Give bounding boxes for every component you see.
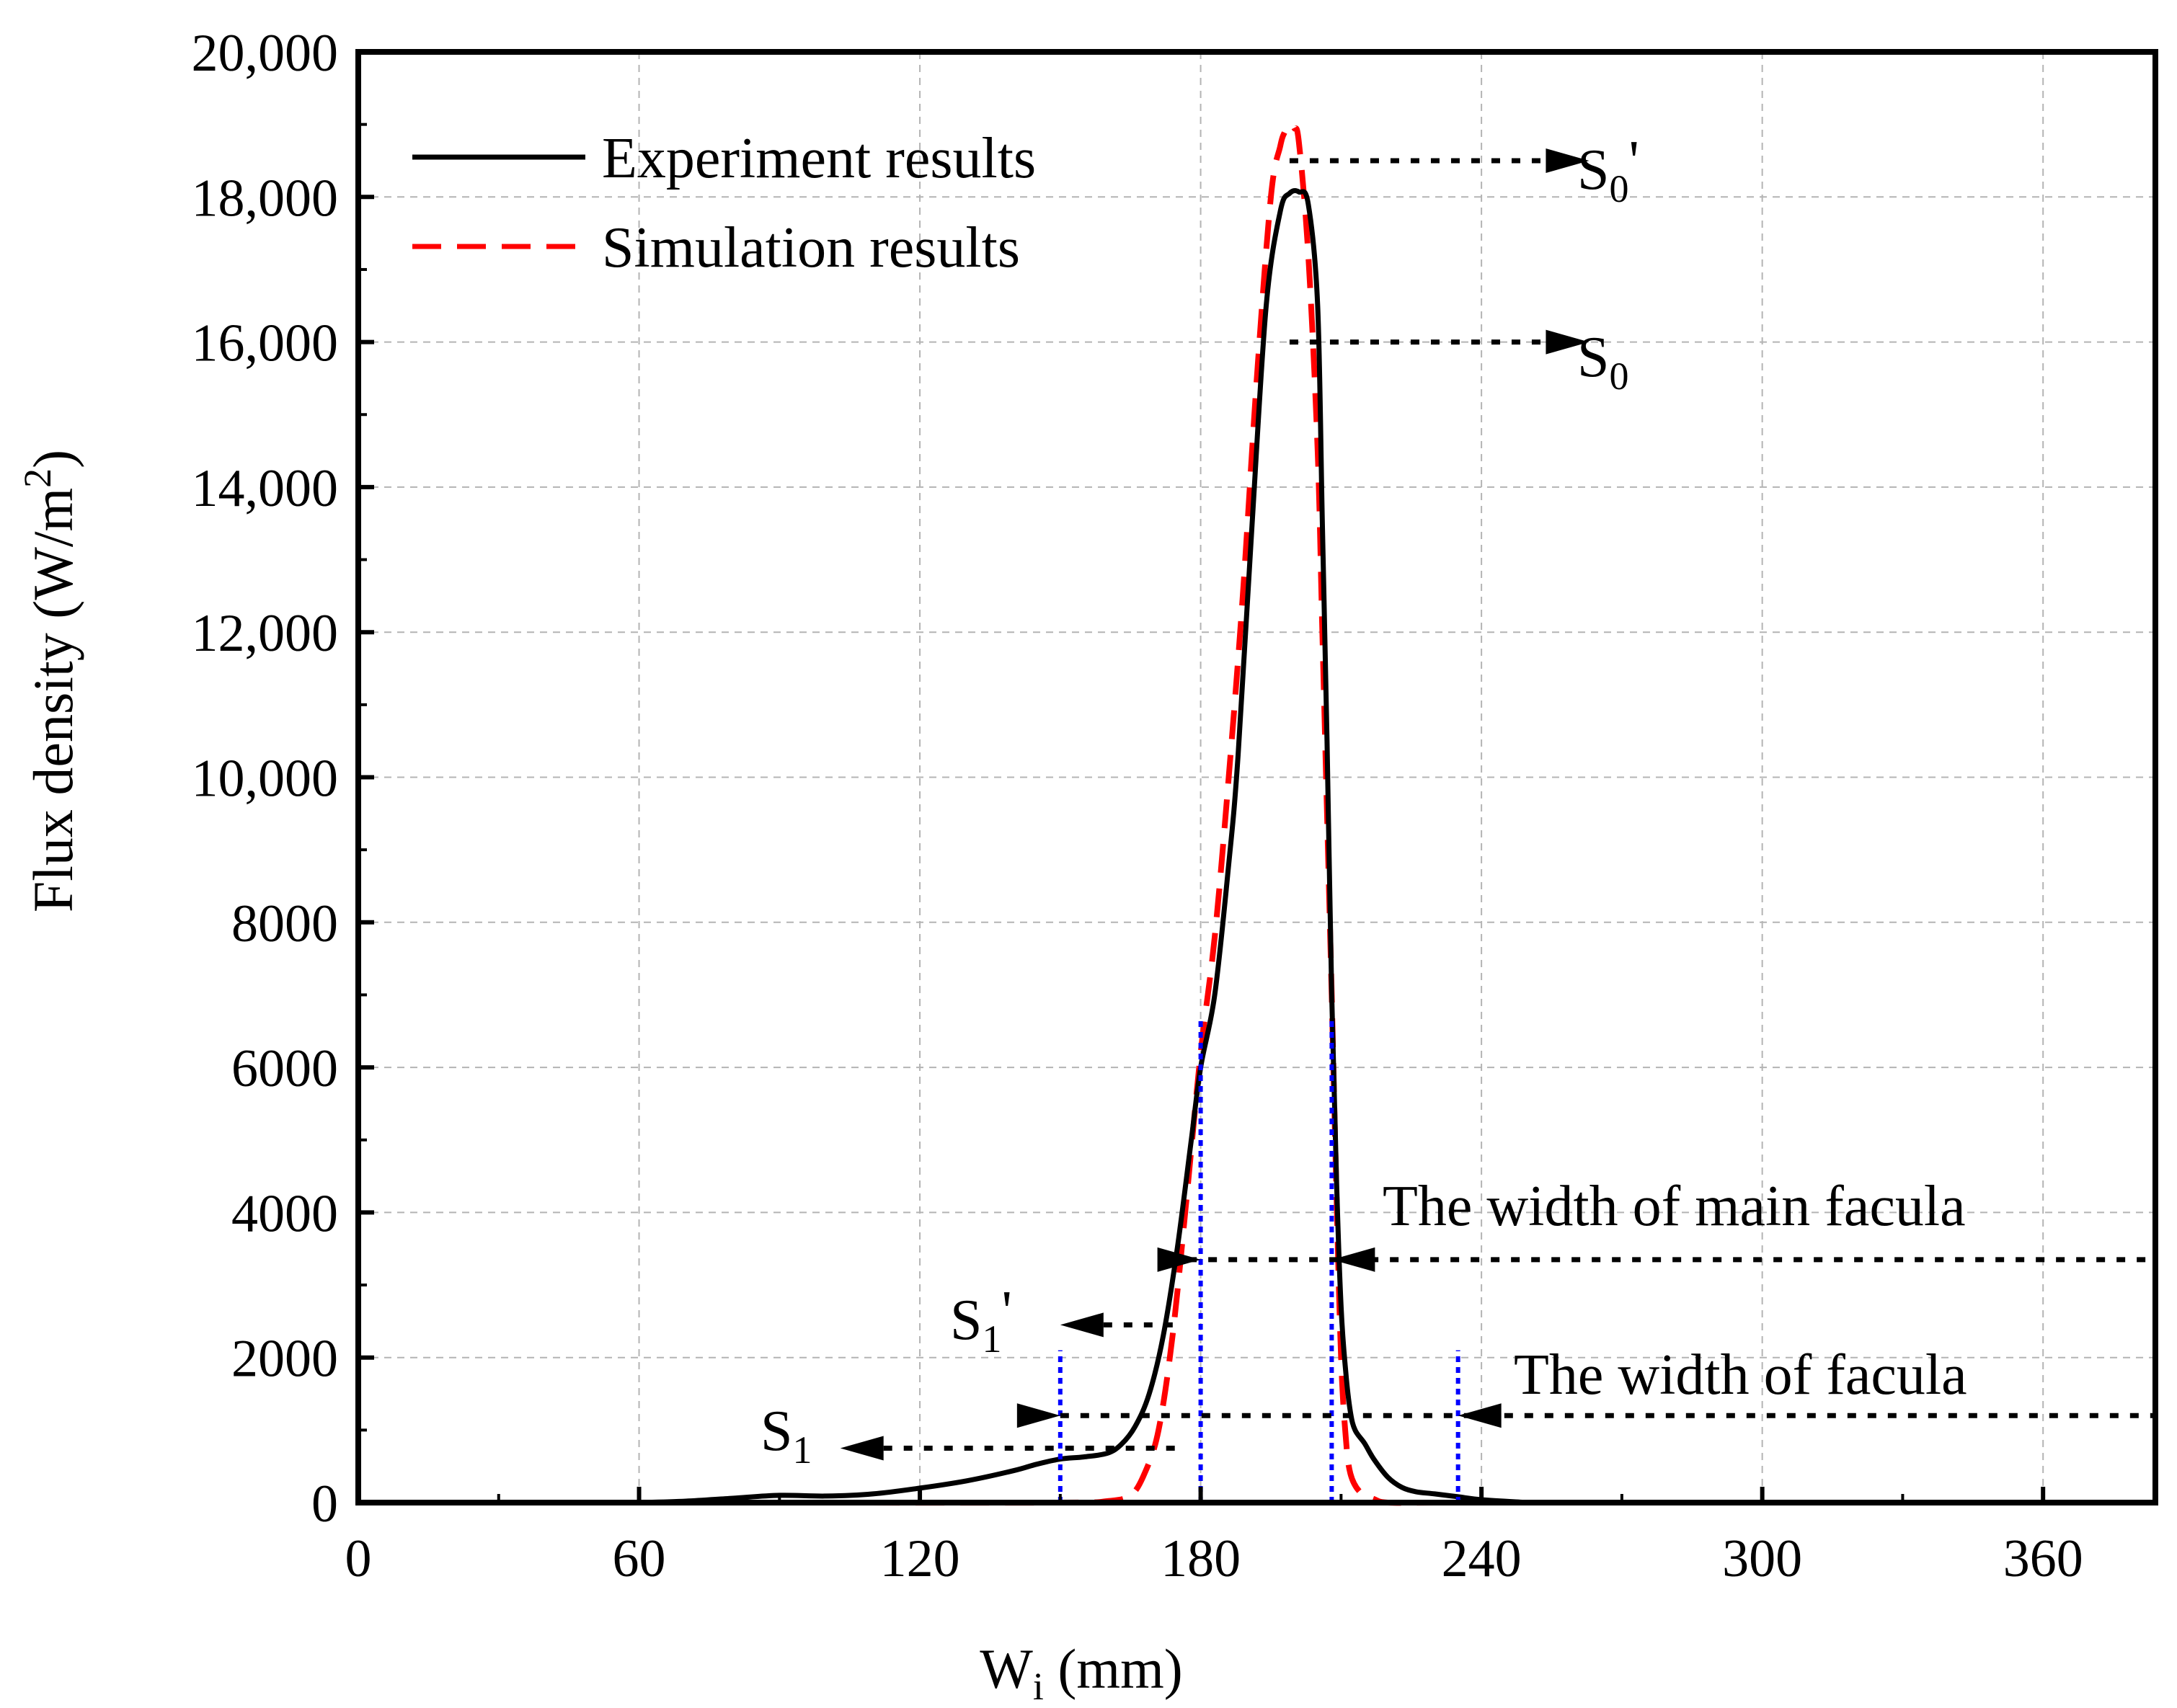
legend-label-simulation: Simulation results	[602, 216, 1020, 280]
legend: Experiment results Simulation results	[412, 127, 1036, 280]
x-tick-label: 0	[345, 1529, 372, 1588]
x-tick-label: 300	[1722, 1529, 1802, 1588]
y-tick-label: 18,000	[192, 169, 339, 228]
annot-s0-prime-suffix: '	[1629, 130, 1639, 193]
tick-labels: 0 60 120 180 240 300 360 0 2000 4000 6000 8000 10,00…	[192, 24, 2083, 1588]
y-axis-title-main: Flux density (W/m	[22, 488, 84, 912]
annot-s1-letter: S	[761, 1400, 793, 1463]
x-axis-title-units: (mm)	[1044, 1637, 1183, 1700]
x-tick-label: 120	[880, 1529, 960, 1588]
annotation-layer	[840, 148, 2155, 1503]
annot-label-main-facula: The width of main facula	[1383, 1175, 1966, 1238]
annot-arrow-facula-left	[1016, 1403, 1060, 1428]
annot-s1-prime-letter: S	[950, 1289, 983, 1352]
x-tick-label: 180	[1161, 1529, 1241, 1588]
x-tick-label: 60	[613, 1529, 666, 1588]
y-tick-label: 4000	[231, 1184, 338, 1243]
annot-arrow-s1	[840, 1436, 884, 1461]
x-axis-title: Wi (mm)	[980, 1637, 1182, 1708]
annot-s0-prime-letter: S	[1577, 138, 1610, 202]
annot-s0-sub: 0	[1610, 355, 1629, 398]
x-axis-title-subscript: i	[1033, 1665, 1044, 1708]
y-tick-label: 20,000	[192, 24, 339, 83]
y-tick-label: 0	[311, 1475, 338, 1534]
series-line-experiment	[639, 188, 1529, 1505]
annot-label-s1-prime: S1'	[950, 1280, 1012, 1361]
annot-arrow-facula-right	[1458, 1403, 1502, 1428]
x-tick-label: 240	[1442, 1529, 1522, 1588]
y-axis-title: Flux density (W/m2)	[16, 450, 84, 912]
annotation-labels: S0' S0 The width of main facula S1' The …	[761, 130, 1967, 1472]
y-tick-label: 12,000	[192, 604, 339, 663]
annot-s0-letter: S	[1577, 326, 1610, 389]
series-line-simulation	[826, 121, 1482, 1506]
annot-s1-sub: 1	[793, 1428, 812, 1472]
annot-s1-prime-suffix: '	[1002, 1280, 1012, 1343]
axis-ticks	[356, 50, 2046, 1505]
annot-arrow-main-facula-right	[1331, 1247, 1375, 1272]
annot-arrow-s0	[1546, 329, 1589, 355]
annot-label-facula: The width of facula	[1514, 1343, 1967, 1407]
annot-label-s0: S0	[1577, 326, 1629, 398]
annot-arrow-s1-prime	[1060, 1312, 1104, 1338]
annot-label-s1: S1	[761, 1400, 812, 1472]
annot-label-s0-prime: S0'	[1577, 130, 1639, 210]
y-tick-label: 6000	[231, 1039, 338, 1098]
legend-label-experiment: Experiment results	[602, 127, 1036, 190]
annot-arrow-main-facula-left	[1157, 1247, 1201, 1272]
series-layer	[639, 121, 1529, 1506]
annot-s0-prime-sub: 0	[1610, 167, 1629, 210]
y-tick-label: 2000	[231, 1330, 338, 1389]
annot-arrow-s0-prime	[1546, 148, 1589, 173]
y-axis-title-superscript: 2	[16, 468, 59, 488]
y-tick-label: 10,000	[192, 750, 339, 809]
y-axis-title-close: )	[22, 450, 84, 468]
annot-s1-prime-sub: 1	[983, 1317, 1002, 1361]
y-tick-label: 16,000	[192, 314, 339, 373]
y-tick-label: 8000	[231, 894, 338, 953]
x-tick-label: 360	[2003, 1529, 2083, 1588]
y-tick-label: 14,000	[192, 459, 339, 518]
x-axis-title-main: W	[980, 1637, 1033, 1700]
